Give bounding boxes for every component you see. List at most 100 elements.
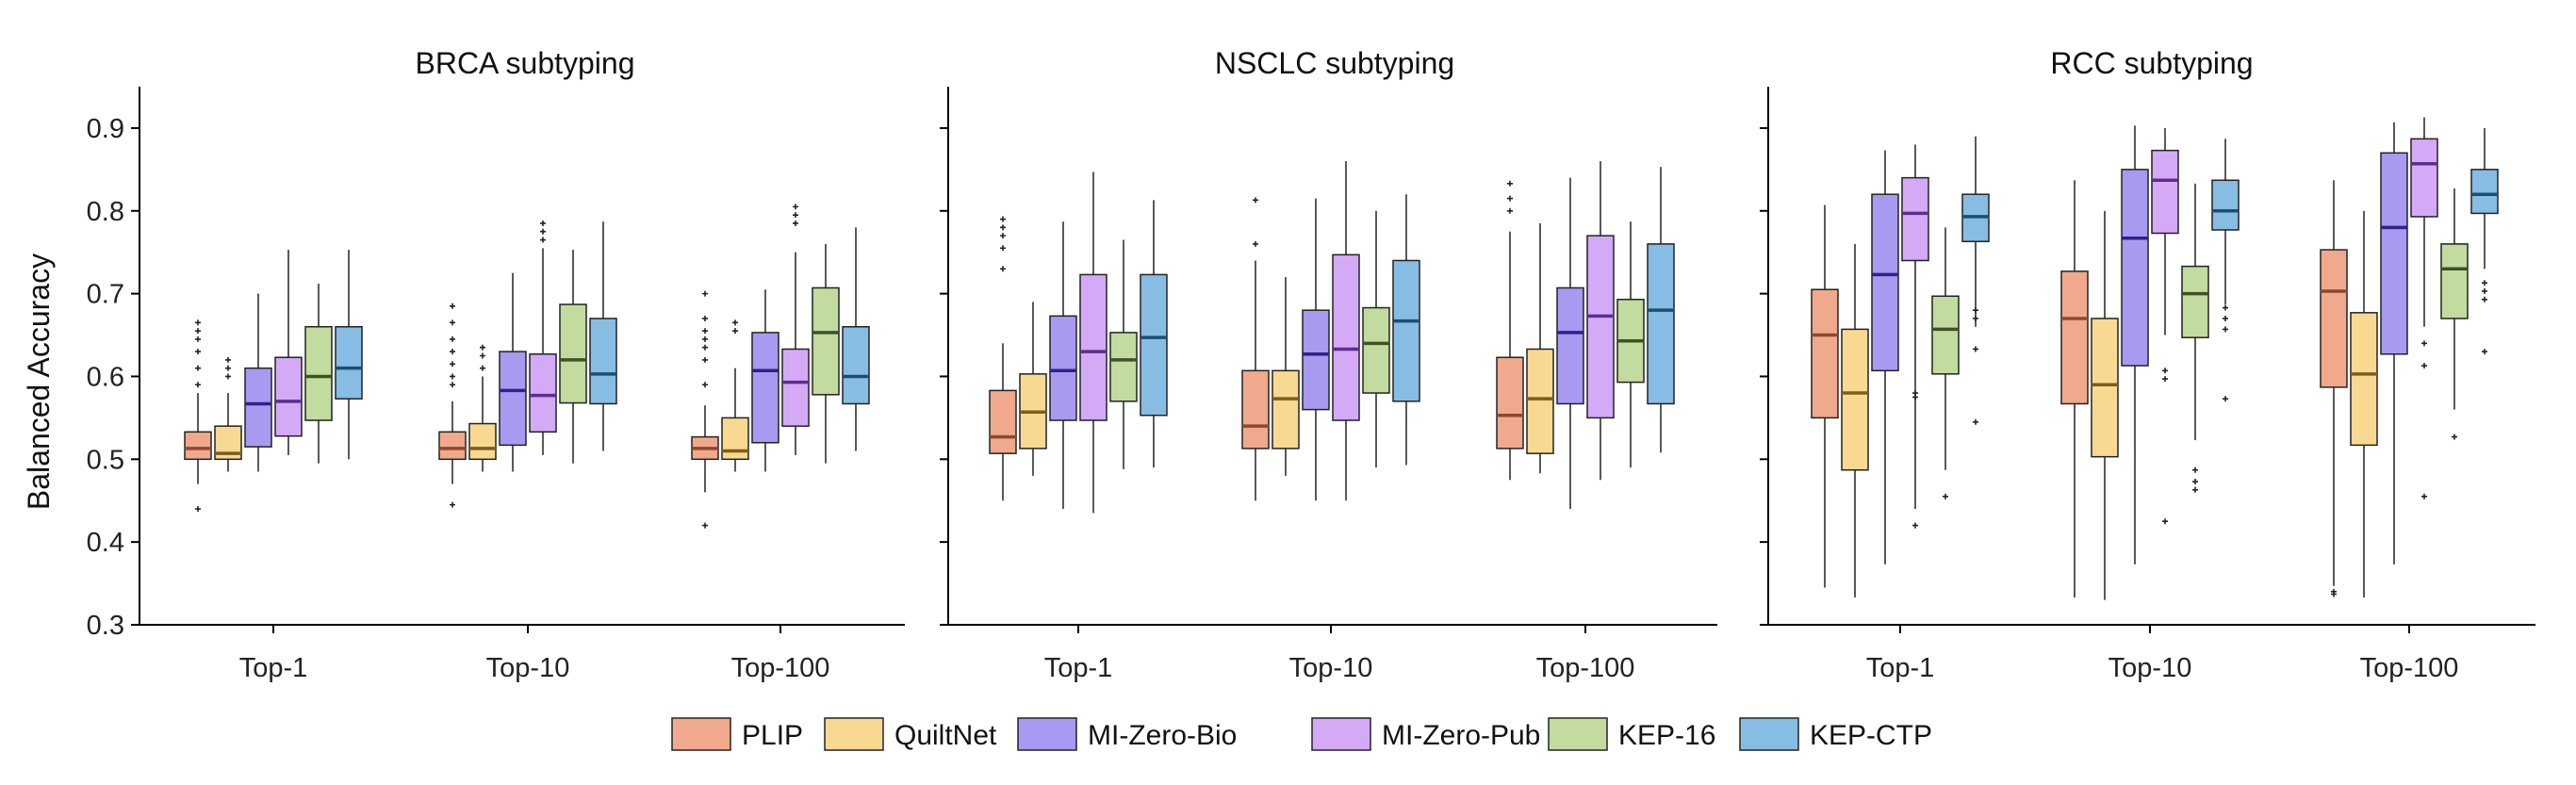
box-mi-zero-bio [1302, 198, 1330, 501]
box-iqr [2380, 152, 2408, 355]
legend-swatch [1739, 717, 1799, 751]
box-plip [2060, 180, 2089, 598]
y-tick-label: 0.6 [87, 362, 124, 392]
box-quiltnet [1272, 277, 1300, 476]
outlier-point [1973, 346, 1978, 352]
outlier-point [2482, 287, 2487, 294]
box-iqr [1871, 193, 1899, 372]
box-iqr [2440, 243, 2469, 319]
box-iqr [1647, 243, 1675, 405]
legend-swatch [1017, 717, 1077, 751]
outlier-point [2192, 466, 2198, 473]
outlier-point [793, 204, 798, 210]
y-tick-label: 0.9 [87, 114, 124, 144]
box-iqr [1526, 348, 1554, 454]
outlier-point [702, 335, 708, 342]
panel-title: RCC subtyping [2050, 46, 2253, 80]
box-kep-ctp [589, 221, 617, 451]
outlier-point [1000, 266, 1006, 272]
box-iqr [1496, 356, 1524, 450]
outlier-point [702, 356, 708, 363]
outlier-point [2223, 304, 2228, 311]
box-plip [1811, 204, 1839, 588]
outlier-point [702, 315, 708, 321]
box-iqr [1272, 369, 1300, 450]
outlier-point [732, 328, 738, 335]
outlier-point [450, 501, 455, 508]
legend-item: KEP-CTP [1739, 717, 1932, 751]
outlier-point [702, 290, 708, 297]
outlier-point [540, 237, 546, 243]
box-quiltnet [721, 319, 749, 472]
outlier-point [450, 361, 455, 368]
outlier-point [1973, 307, 1978, 314]
box-iqr [1302, 309, 1330, 411]
box-quiltnet [214, 356, 242, 472]
box-iqr [781, 348, 810, 427]
outlier-point [732, 319, 738, 326]
legend-label: QuiltNet [894, 720, 997, 751]
outlier-point [450, 349, 455, 355]
box-mi-zero-bio [1049, 221, 1077, 510]
outlier-point [2482, 296, 2487, 303]
x-tick-label: Top-100 [1536, 653, 1635, 683]
x-tick-label: Top-10 [2108, 653, 2192, 683]
box-iqr [244, 367, 272, 448]
box-iqr [1140, 273, 1168, 417]
box-kep-16 [812, 243, 840, 464]
box-iqr [2121, 169, 2149, 367]
box-iqr [529, 352, 557, 433]
box-kep-ctp [2211, 139, 2240, 402]
outlier-point [1000, 245, 1006, 252]
outlier-point [1000, 216, 1006, 222]
outlier-point [793, 212, 798, 219]
outlier-point [2192, 479, 2198, 485]
box-plip [184, 319, 212, 513]
outlier-point [1943, 493, 1948, 499]
box-mi-zero-pub [2410, 117, 2438, 499]
outlier-point [1912, 390, 1918, 397]
outlier-point [2421, 363, 2427, 369]
box-mi-zero-bio [2380, 122, 2408, 564]
outlier-point [1973, 418, 1978, 425]
outlier-point [1253, 240, 1258, 247]
box-mi-zero-pub [1079, 172, 1108, 514]
outlier-point [1973, 315, 1978, 321]
box-iqr [989, 389, 1017, 454]
box-plip [2320, 180, 2348, 597]
y-tick-label: 0.7 [87, 280, 124, 310]
outlier-point [2162, 376, 2168, 383]
outlier-point [793, 220, 798, 226]
x-tick-label: Top-1 [239, 653, 308, 683]
box-iqr [1362, 306, 1390, 394]
outlier-point [1253, 197, 1258, 204]
legend-item: QuiltNet [824, 717, 997, 751]
box-iqr [1841, 328, 1869, 471]
outlier-point [1507, 180, 1513, 187]
legend-swatch [671, 717, 731, 751]
panels: BRCA subtyping 0.3 0.4 0.5 0.6 0.7 0.8 0.9 Top-1… [87, 46, 2535, 683]
box-iqr [1901, 176, 1929, 262]
outlier-point [450, 373, 455, 380]
outlier-point [195, 328, 201, 335]
box-iqr [1931, 295, 1960, 375]
outlier-point [1507, 207, 1513, 214]
outlier-point [2331, 588, 2337, 595]
box-iqr [1332, 253, 1360, 421]
outlier-point [450, 335, 455, 342]
box-quiltnet [2091, 210, 2119, 600]
outlier-point [480, 344, 485, 351]
box-iqr [2320, 249, 2348, 388]
box-mi-zero-bio [2121, 125, 2149, 564]
box-quiltnet [2350, 210, 2378, 598]
box-mi-zero-bio [751, 289, 779, 472]
box-mi-zero-bio [499, 272, 527, 472]
box-iqr [1556, 286, 1584, 405]
outlier-point [1000, 224, 1006, 231]
box-kep-ctp [335, 250, 363, 460]
legend-item: MI-Zero-Bio [1017, 717, 1237, 751]
box-iqr [2350, 312, 2378, 447]
outlier-point [2421, 493, 2427, 499]
box-iqr [468, 422, 497, 461]
